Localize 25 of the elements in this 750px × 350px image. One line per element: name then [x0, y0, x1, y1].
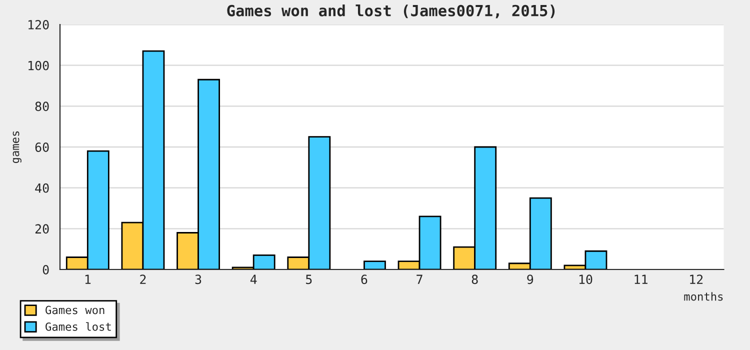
legend-label: Games lost [46, 322, 111, 331]
x-tick-label: 3 [195, 274, 202, 284]
y-tick-label: 100 [28, 60, 49, 70]
bar [364, 260, 386, 270]
x-tick-label: 11 [634, 274, 648, 284]
x-tick-label: 10 [579, 274, 592, 284]
x-tick-label: 1 [85, 274, 91, 284]
x-tick-label: 12 [690, 274, 703, 284]
legend-label: Games won [46, 306, 104, 314]
y-tick-label: 20 [35, 224, 49, 234]
x-tick-label: 7 [416, 274, 422, 284]
y-tick-label: 120 [28, 20, 49, 30]
y-tick-label: 60 [35, 142, 49, 152]
x-tick-label: 4 [250, 274, 257, 284]
y-tick-label: 80 [35, 102, 49, 112]
x-tick-label: 2 [140, 274, 146, 284]
y-tick-label: 40 [35, 183, 49, 193]
x-axis-title: months [684, 292, 723, 301]
x-tick-label: 5 [306, 274, 312, 284]
chart-title: Games won and lost (James0071, 2015) [227, 4, 555, 18]
y-axis-title: games [12, 131, 22, 164]
x-tick-label: 6 [361, 274, 368, 284]
x-tick-label: 8 [472, 274, 478, 284]
y-tick-label: 0 [42, 265, 49, 274]
x-tick-label: 9 [527, 274, 534, 284]
